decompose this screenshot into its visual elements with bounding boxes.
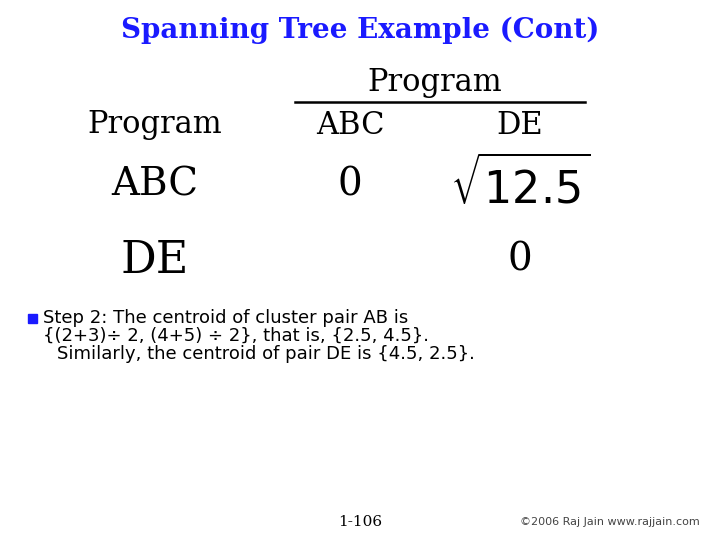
Text: Step 2: The centroid of cluster pair AB is: Step 2: The centroid of cluster pair AB …: [43, 309, 408, 327]
Text: DE: DE: [121, 239, 189, 281]
Text: 0: 0: [338, 166, 362, 204]
Text: ©2006 Raj Jain www.rajjain.com: ©2006 Raj Jain www.rajjain.com: [521, 517, 700, 527]
Text: Program: Program: [88, 110, 222, 140]
Text: 0: 0: [508, 241, 532, 279]
Text: 1-106: 1-106: [338, 515, 382, 529]
Text: Program: Program: [368, 66, 503, 98]
Text: ABC: ABC: [316, 110, 384, 140]
Text: ABC: ABC: [112, 166, 199, 204]
Text: Similarly, the centroid of pair DE is {4.5, 2.5}.: Similarly, the centroid of pair DE is {4…: [57, 345, 475, 363]
Bar: [28, 314, 37, 322]
Text: $\sqrt{12.5}$: $\sqrt{12.5}$: [450, 157, 590, 213]
Text: Spanning Tree Example (Cont): Spanning Tree Example (Cont): [121, 16, 599, 44]
Text: {(2+3)÷ 2, (4+5) ÷ 2}, that is, {2.5, 4.5}.: {(2+3)÷ 2, (4+5) ÷ 2}, that is, {2.5, 4.…: [43, 327, 429, 345]
Text: DE: DE: [497, 110, 544, 140]
